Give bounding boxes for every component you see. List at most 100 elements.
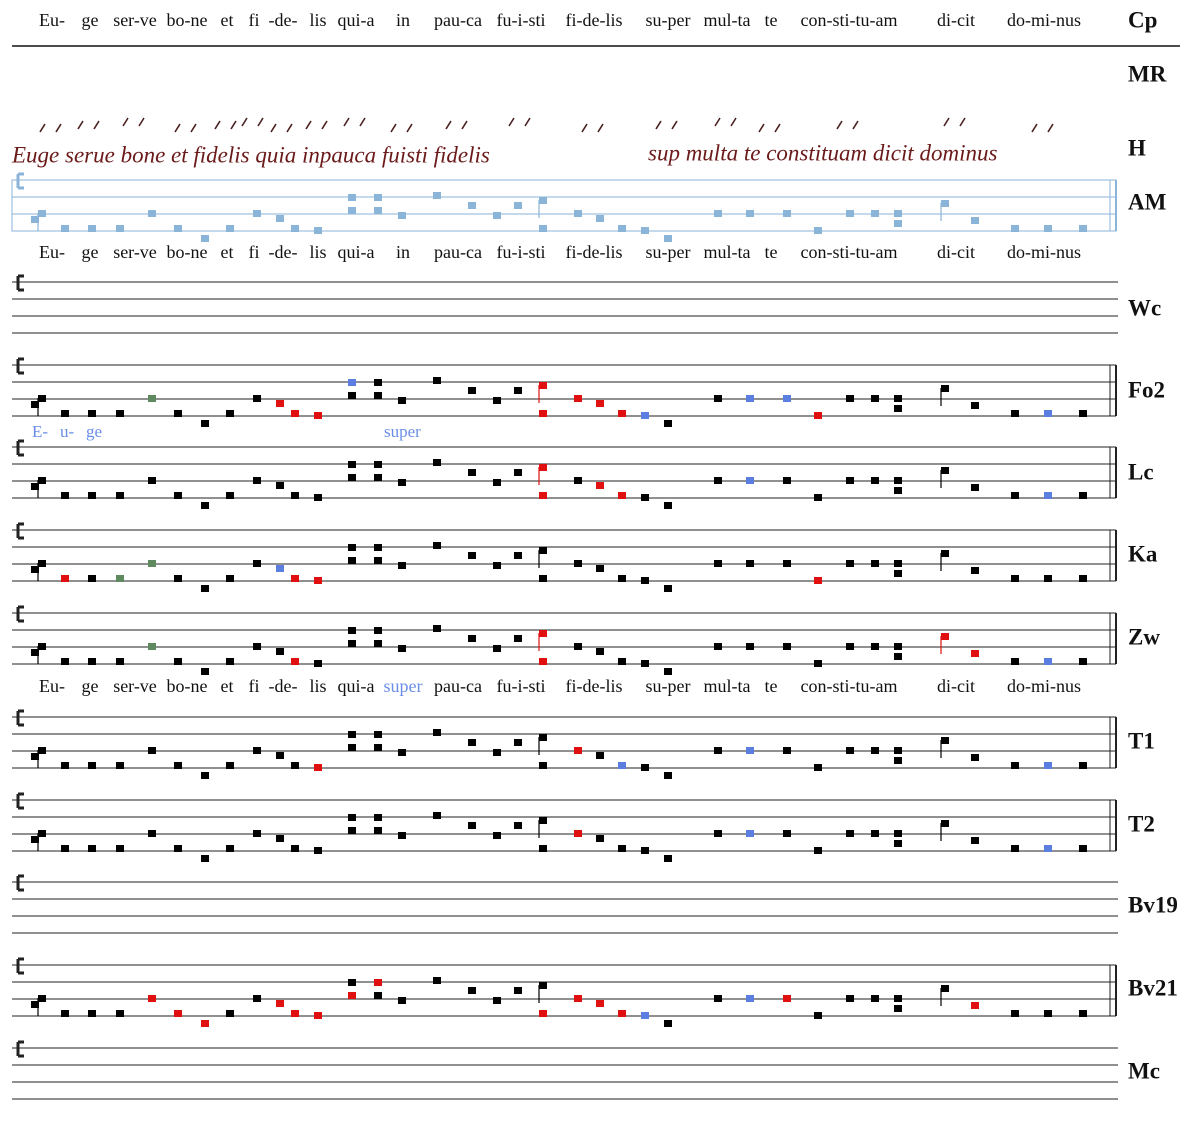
neume-note bbox=[374, 814, 382, 821]
neume-note bbox=[468, 469, 476, 476]
neume-note bbox=[1044, 410, 1052, 417]
neume-note bbox=[894, 747, 902, 754]
neume-note bbox=[971, 567, 979, 574]
neume-note bbox=[714, 210, 722, 217]
neume-note bbox=[291, 1010, 299, 1017]
lyric-syllable: fi-de-lis bbox=[566, 10, 623, 30]
siglum: Fo2 bbox=[1128, 377, 1165, 402]
neume-note bbox=[1011, 845, 1019, 852]
neume-note bbox=[846, 210, 854, 217]
neume bbox=[445, 120, 452, 130]
lyric-syllable: fi-de-lis bbox=[566, 242, 623, 262]
neume-note bbox=[971, 484, 979, 491]
neume-note bbox=[894, 757, 902, 764]
neume-note bbox=[971, 402, 979, 409]
lyric-syllable: qui-a bbox=[338, 242, 375, 262]
neume-note bbox=[514, 202, 522, 209]
neume-note bbox=[253, 477, 261, 484]
neume-note bbox=[941, 985, 949, 992]
neume-note bbox=[539, 817, 547, 824]
neume-note bbox=[783, 395, 791, 402]
neume-note bbox=[276, 835, 284, 842]
neume-note bbox=[61, 762, 69, 769]
neume-note bbox=[539, 492, 547, 499]
neume-note bbox=[88, 762, 96, 769]
neume-note bbox=[374, 979, 382, 986]
neume-note bbox=[618, 575, 626, 582]
neume-note bbox=[276, 648, 284, 655]
neume-note bbox=[374, 992, 382, 999]
neume-note bbox=[1011, 1010, 1019, 1017]
neume-note bbox=[539, 197, 547, 204]
neume-note bbox=[433, 729, 441, 736]
clef bbox=[16, 172, 24, 190]
neume-note bbox=[226, 845, 234, 852]
neume bbox=[230, 120, 237, 130]
neume bbox=[597, 123, 604, 133]
siglum: AM bbox=[1128, 189, 1167, 214]
clef bbox=[16, 957, 24, 975]
neume-note bbox=[746, 643, 754, 650]
neume-note bbox=[433, 812, 441, 819]
neume-note bbox=[374, 207, 382, 214]
siglum: Bv19 bbox=[1128, 892, 1178, 917]
neume-note bbox=[468, 202, 476, 209]
neume-note bbox=[814, 847, 822, 854]
neume-note bbox=[374, 731, 382, 738]
neume-note bbox=[61, 575, 69, 582]
neume-note bbox=[31, 401, 39, 408]
neume-note bbox=[714, 747, 722, 754]
neume-note bbox=[539, 410, 547, 417]
neume-note bbox=[226, 410, 234, 417]
neume-note bbox=[433, 377, 441, 384]
neume-note bbox=[1079, 1010, 1087, 1017]
lyric-syllable: bo-ne bbox=[167, 10, 208, 30]
neume-note bbox=[348, 392, 356, 399]
neume-note bbox=[314, 1012, 322, 1019]
neume bbox=[190, 123, 197, 133]
neume-note bbox=[783, 830, 791, 837]
neume bbox=[321, 120, 328, 130]
neume bbox=[122, 117, 129, 127]
neume-note bbox=[746, 395, 754, 402]
neume-note bbox=[468, 635, 476, 642]
lyric-syllable: te bbox=[765, 242, 778, 262]
neume bbox=[214, 120, 221, 130]
neume-note bbox=[1044, 1010, 1052, 1017]
lyric-syllable: con-sti-tu-am bbox=[801, 10, 898, 30]
neume-note bbox=[941, 550, 949, 557]
neume-note bbox=[514, 822, 522, 829]
neume bbox=[852, 120, 859, 130]
neume bbox=[461, 120, 468, 130]
neume-note bbox=[38, 995, 46, 1002]
neume-note bbox=[539, 658, 547, 665]
annotation: ge bbox=[86, 422, 102, 441]
neume bbox=[943, 117, 950, 127]
neume-note bbox=[148, 395, 156, 402]
neume-note bbox=[641, 227, 649, 234]
annotation: E- bbox=[32, 422, 48, 441]
neume-note bbox=[226, 658, 234, 665]
neume-note bbox=[291, 575, 299, 582]
neume bbox=[241, 117, 248, 127]
neume-note bbox=[398, 397, 406, 404]
neume-note bbox=[514, 387, 522, 394]
neume-note bbox=[641, 764, 649, 771]
siglum: H bbox=[1128, 135, 1146, 160]
neume-note bbox=[398, 562, 406, 569]
lyric-syllable: con-sti-tu-am bbox=[801, 676, 898, 696]
neume-note bbox=[514, 469, 522, 476]
neume-note bbox=[1011, 225, 1019, 232]
neume-note bbox=[374, 744, 382, 751]
neume-note bbox=[894, 570, 902, 577]
neume-note bbox=[746, 560, 754, 567]
siglum: Lc bbox=[1128, 459, 1154, 484]
neume-note bbox=[493, 479, 501, 486]
neume-note bbox=[1011, 410, 1019, 417]
neume-note bbox=[291, 762, 299, 769]
neume-note bbox=[596, 482, 604, 489]
neume-note bbox=[664, 668, 672, 675]
neume-note bbox=[574, 643, 582, 650]
neume-note bbox=[38, 395, 46, 402]
neume bbox=[390, 123, 397, 133]
